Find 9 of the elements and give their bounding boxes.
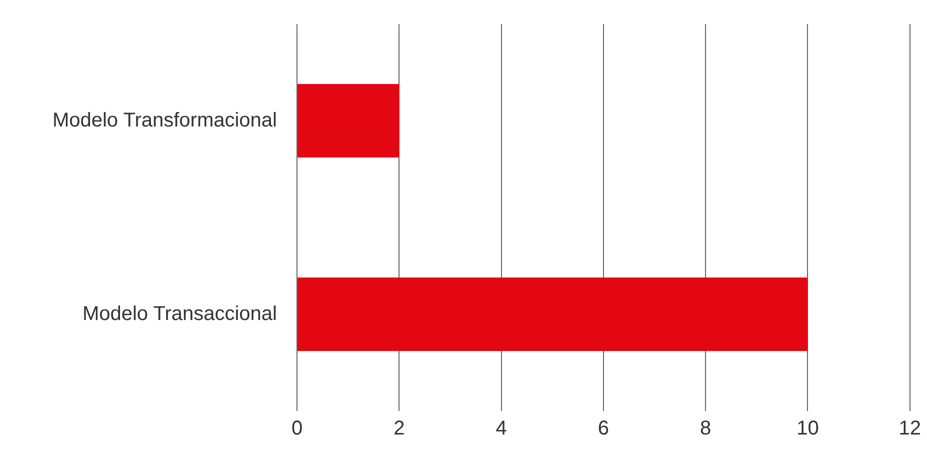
y-tick-label: Modelo Transformacional bbox=[52, 109, 277, 132]
x-tick-label: 12 bbox=[898, 418, 921, 440]
x-tick-label: 4 bbox=[496, 418, 507, 440]
x-tick-label: 8 bbox=[700, 418, 712, 440]
x-tick-label: 0 bbox=[291, 418, 303, 440]
y-tick-label: Modelo Transaccional bbox=[82, 302, 277, 325]
x-tick-label: 2 bbox=[394, 418, 405, 440]
x-tick-label: 6 bbox=[598, 418, 609, 440]
x-tick-label: 10 bbox=[796, 418, 819, 440]
